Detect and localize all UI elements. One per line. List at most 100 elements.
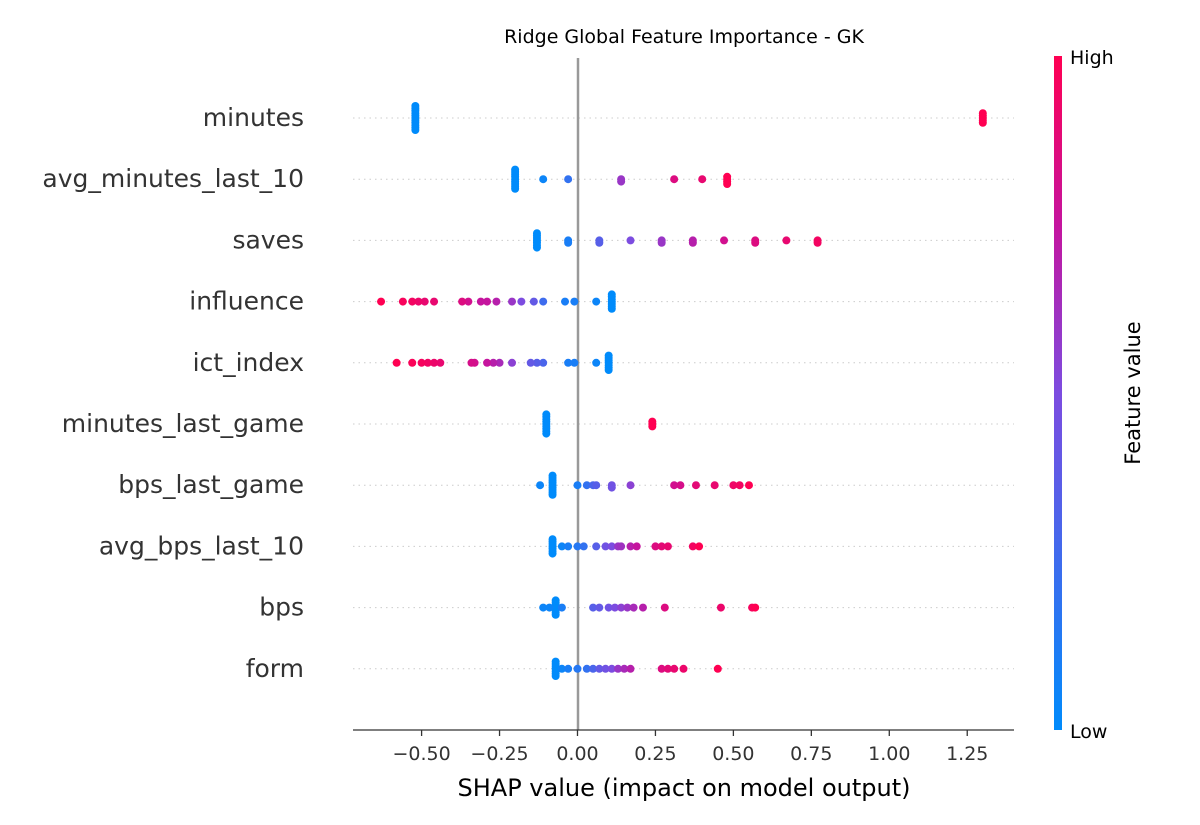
feature-label: bps: [259, 593, 304, 622]
colorbar-high-label: High: [1070, 47, 1114, 69]
shap-point: [573, 481, 582, 490]
x-tick-label: −0.50: [392, 743, 450, 765]
shap-point: [720, 236, 729, 245]
shap-point: [657, 238, 666, 247]
shap-point: [617, 603, 626, 612]
shap-point: [660, 603, 669, 612]
shap-point: [638, 603, 647, 612]
shap-point: [548, 535, 557, 544]
shap-point: [392, 358, 401, 367]
shap-point: [632, 542, 641, 551]
shap-point: [532, 243, 541, 252]
shap-point: [548, 549, 557, 558]
colorbar-title: Feature value: [1121, 321, 1145, 464]
shap-point: [629, 603, 638, 612]
shap-point: [458, 297, 467, 306]
shap-point: [607, 290, 616, 299]
shap-point: [408, 358, 417, 367]
shap-point: [564, 358, 573, 367]
shap-point: [735, 481, 744, 490]
shap-point: [663, 664, 672, 673]
x-tick-label: 0.50: [712, 743, 754, 765]
shap-point: [539, 358, 548, 367]
shap-point: [579, 542, 588, 551]
shap-point: [398, 297, 407, 306]
shap-point: [604, 366, 613, 374]
shap-point: [679, 664, 688, 673]
shap-point: [408, 297, 417, 306]
shap-point: [978, 118, 987, 127]
colorbar: [1054, 56, 1062, 730]
shap-point: [710, 481, 719, 490]
shap-point: [430, 358, 439, 367]
shap-point: [723, 180, 732, 188]
shap-point: [601, 542, 610, 551]
shap-point: [610, 603, 619, 612]
shap-point: [716, 603, 725, 612]
shap-point: [651, 542, 660, 551]
shap-point: [617, 177, 626, 186]
shap-point: [517, 297, 526, 306]
shap-point: [548, 471, 557, 480]
shap-point: [695, 542, 704, 551]
shap-point: [626, 664, 635, 673]
shap-point: [423, 358, 432, 367]
chart-title: Ridge Global Feature Importance - GK: [504, 26, 864, 48]
shap-point: [751, 238, 760, 247]
feature-label: avg_minutes_last_10: [42, 164, 304, 193]
shap-point: [545, 603, 554, 612]
shap-point: [508, 358, 517, 367]
x-tick-label: 0.75: [790, 743, 832, 765]
shap-point: [670, 175, 679, 184]
shap-point: [539, 175, 548, 184]
shap-point: [564, 175, 573, 184]
shap-point: [663, 542, 672, 551]
x-axis-label: SHAP value (impact on model output): [458, 774, 911, 802]
shap-point: [551, 672, 560, 680]
feature-label: saves: [232, 225, 304, 254]
shap-point: [978, 109, 987, 118]
feature-label: avg_bps_last_10: [99, 531, 304, 560]
shap-point: [592, 297, 601, 306]
shap-point: [670, 664, 679, 673]
feature-label: minutes_last_game: [62, 409, 304, 438]
shap-point: [592, 542, 601, 551]
shap-point: [592, 358, 601, 367]
shap-point: [648, 417, 657, 426]
shap-point: [542, 410, 551, 419]
shap-point: [595, 238, 604, 247]
shap-point: [604, 603, 613, 612]
shap-point: [607, 542, 616, 551]
x-tick-label: 1.00: [868, 743, 910, 765]
shap-point: [411, 126, 420, 134]
shap-point: [573, 542, 582, 551]
shap-point: [551, 610, 560, 619]
shap-point: [589, 603, 598, 612]
shap-point: [557, 542, 566, 551]
shap-point: [744, 481, 753, 490]
shap-point: [657, 664, 666, 673]
shap-point: [813, 238, 822, 247]
shap-point: [436, 358, 445, 367]
shap-point: [573, 664, 582, 673]
shap-point: [551, 657, 560, 666]
shap-point: [414, 297, 423, 306]
shap-point: [623, 603, 632, 612]
shap-point: [561, 297, 570, 306]
shap-point: [492, 297, 501, 306]
x-tick-label: 0.00: [556, 743, 598, 765]
shap-point: [601, 664, 610, 673]
shap-point: [589, 664, 598, 673]
shap-point: [729, 481, 738, 490]
shap-point: [595, 603, 604, 612]
shap-point: [595, 664, 604, 673]
shap-point: [607, 664, 616, 673]
x-tick-label: −0.25: [470, 743, 528, 765]
shap-point: [420, 297, 429, 306]
data-points: [377, 102, 987, 680]
shap-point: [539, 603, 548, 612]
shap-point: [751, 603, 760, 612]
shap-point: [536, 481, 545, 490]
shap-point: [548, 490, 557, 499]
